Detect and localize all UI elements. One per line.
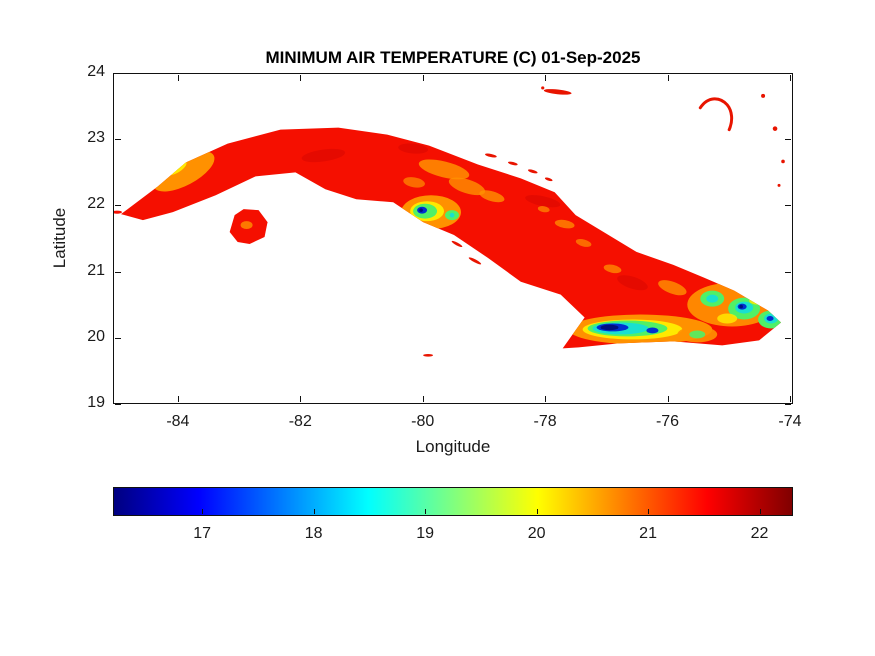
x-tick-mark (789, 75, 791, 81)
x-tick-mark (177, 396, 179, 402)
x-tick-label: -78 (533, 413, 557, 430)
colorbar-tick-label: 19 (416, 525, 435, 542)
y-axis-label: Latitude (50, 207, 69, 269)
y-tick-mark (115, 205, 121, 207)
y-tick-mark (785, 337, 791, 339)
y-tick-mark (785, 73, 791, 74)
offshore-keys (423, 86, 785, 357)
x-tick-label: -82 (288, 413, 312, 430)
x-tick-mark (422, 396, 424, 402)
cuba-mainland (120, 127, 782, 349)
y-tick-mark (115, 404, 121, 405)
y-tick-label: 20 (87, 327, 105, 345)
y-tick-mark (115, 337, 121, 339)
x-tick-mark (667, 396, 669, 402)
y-tick-mark (785, 404, 791, 405)
colorbar-tick-mark (536, 509, 538, 514)
x-tick-label: -74 (778, 413, 802, 430)
x-tick-label: -80 (411, 413, 435, 430)
x-axis-label: Longitude (415, 437, 491, 456)
x-tick-mark (422, 75, 424, 81)
temperature-patches (153, 143, 782, 345)
x-tick-mark (300, 396, 302, 402)
colorbar-tick-mark (313, 509, 315, 514)
patch-west-mountains (153, 151, 215, 192)
y-tick-mark (115, 271, 121, 273)
colorbar-tick-label: 20 (527, 525, 546, 542)
colorbar-tick-label: 17 (193, 525, 212, 542)
y-tick-label: 22 (87, 195, 105, 213)
y-tick-label: 24 (87, 63, 105, 80)
y-tick-label: 21 (87, 261, 105, 279)
x-tick-mark (789, 396, 791, 402)
x-tick-label: -76 (655, 413, 680, 430)
x-tick-mark (545, 396, 547, 402)
colorbar-tick-label: 21 (639, 525, 657, 542)
y-tick-mark (785, 139, 791, 141)
colorbar-tick-label: 22 (750, 525, 769, 542)
colorbar-tick-label: 18 (304, 525, 323, 542)
colorbar-tick-mark (425, 509, 427, 514)
x-tick-mark (545, 75, 547, 81)
x-tick-mark (177, 75, 179, 81)
y-tick-mark (785, 271, 791, 273)
west-tip-sliver (114, 210, 122, 214)
x-tick-mark (300, 75, 302, 81)
y-tick-mark (115, 139, 121, 141)
y-tick-mark (785, 205, 791, 207)
x-tick-mark (667, 75, 669, 81)
y-tick-mark (115, 73, 121, 74)
y-tick-label: 19 (87, 394, 105, 411)
colorbar (113, 487, 793, 516)
y-tick-label: 23 (87, 129, 105, 147)
x-tick-label: -84 (166, 413, 190, 430)
chart-title: MINIMUM AIR TEMPERATURE (C) 01-Sep-2025 (265, 48, 641, 67)
colorbar-tick-mark (648, 509, 650, 514)
plot-area (113, 73, 793, 404)
colorbar-tick-mark (759, 509, 761, 514)
cuba-temperature-map (114, 86, 785, 357)
colorbar-tick-mark (202, 509, 204, 514)
